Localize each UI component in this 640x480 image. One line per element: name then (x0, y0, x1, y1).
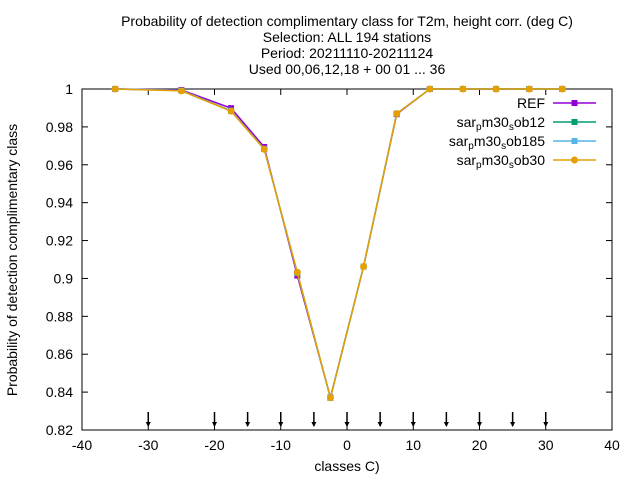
data-point (111, 85, 119, 93)
legend-entry: sarpm30sob12 (457, 114, 596, 133)
class-boundary-arrow (543, 412, 549, 427)
y-tick-label: 0.9 (54, 270, 74, 286)
legend-marker (571, 100, 578, 106)
y-tick-label: 0.82 (46, 422, 73, 438)
legend-marker (571, 119, 578, 125)
x-tick-label: -30 (138, 437, 158, 453)
x-tick-label: 20 (472, 437, 488, 453)
data-point (393, 110, 401, 118)
class-boundary-arrow (311, 412, 317, 427)
title-line: Selection: ALL 194 stations (263, 29, 431, 45)
x-axis-label: classes C) (314, 458, 379, 474)
data-point (177, 87, 185, 95)
class-boundary-arrow (377, 412, 383, 427)
legend-label: sarpm30sob12 (457, 114, 546, 133)
chart-title: Probability of detection complimentary c… (121, 13, 573, 77)
x-tick-label: 0 (343, 437, 351, 453)
data-point (326, 394, 334, 402)
data-point (459, 85, 467, 93)
class-boundary-arrow (510, 412, 516, 427)
x-tick-label: 10 (405, 437, 421, 453)
class-boundary-arrow (212, 412, 217, 427)
title-line: Used 00,06,12,18 + 00 01 ... 36 (249, 61, 446, 77)
y-tick-label: 1 (65, 81, 73, 97)
data-point (260, 145, 268, 153)
y-tick-label: 0.94 (46, 195, 73, 211)
data-point (360, 263, 368, 271)
legend-label: REF (517, 95, 545, 111)
data-point (525, 85, 533, 93)
y-tick-label: 0.86 (46, 346, 73, 362)
y-tick-label: 0.84 (46, 384, 73, 400)
y-tick-label: 0.96 (46, 157, 73, 173)
x-tick-label: -40 (72, 437, 92, 453)
data-point (426, 85, 434, 93)
series-3 (111, 85, 566, 402)
title-line: Period: 20211110-20211124 (261, 45, 434, 61)
x-tick-label: 30 (538, 437, 554, 453)
class-boundary-arrow (477, 412, 482, 427)
class-boundary-arrow (443, 412, 449, 427)
x-tick-label: -20 (204, 437, 224, 453)
data-point (558, 85, 566, 93)
legend-marker (571, 156, 578, 164)
legend-marker (571, 138, 578, 144)
y-tick-label: 0.98 (46, 119, 73, 135)
data-point (227, 107, 235, 115)
data-point (293, 268, 301, 276)
class-boundary-arrow (278, 412, 284, 427)
data-point (492, 85, 500, 93)
legend-entry: sarpm30sob30 (457, 152, 596, 171)
y-axis-label: Probability of detection complimentary c… (4, 124, 20, 396)
class-boundary-arrow (245, 412, 251, 427)
title-line: Probability of detection complimentary c… (121, 13, 573, 29)
series-lines (111, 85, 566, 402)
y-tick-label: 0.92 (46, 233, 73, 249)
x-tick-label: -10 (271, 437, 291, 453)
class-boundary-arrow (145, 412, 151, 427)
legend-label: sarpm30sob30 (457, 152, 546, 171)
legend-entry: sarpm30sob185 (449, 133, 596, 152)
legend-label: sarpm30sob185 (449, 133, 545, 152)
y-tick-label: 0.88 (46, 308, 73, 324)
class-boundary-arrow (344, 412, 350, 427)
x-tick-label: 40 (604, 437, 620, 453)
class-boundary-arrow (410, 412, 416, 427)
class-markers (145, 412, 549, 427)
legend-entry: REF (517, 95, 596, 111)
